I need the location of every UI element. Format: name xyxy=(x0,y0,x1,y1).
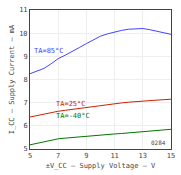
svg-text:13: 13 xyxy=(139,152,147,160)
svg-text:TA=85°C: TA=85°C xyxy=(34,47,64,55)
svg-text:10: 10 xyxy=(19,30,27,38)
svg-text:11: 11 xyxy=(19,6,27,14)
svg-text:11: 11 xyxy=(110,152,118,160)
svg-text:15: 15 xyxy=(167,152,175,160)
svg-text:±V_CC – Supply Voltage – V: ±V_CC – Supply Voltage – V xyxy=(46,162,156,170)
svg-text:5: 5 xyxy=(28,152,32,160)
svg-text:6: 6 xyxy=(23,122,27,130)
svg-text:5: 5 xyxy=(23,145,27,153)
svg-text:0284: 0284 xyxy=(151,139,166,146)
svg-text:7: 7 xyxy=(23,99,27,107)
svg-text:I_CC – Supply Current – mA: I_CC – Supply Current – mA xyxy=(8,24,16,134)
svg-text:7: 7 xyxy=(56,152,60,160)
svg-text:TA=25°C: TA=25°C xyxy=(56,100,86,108)
svg-text:8: 8 xyxy=(23,76,27,84)
svg-text:9: 9 xyxy=(23,53,27,61)
svg-text:9: 9 xyxy=(84,152,88,160)
svg-text:TA=-40°C: TA=-40°C xyxy=(56,112,90,120)
